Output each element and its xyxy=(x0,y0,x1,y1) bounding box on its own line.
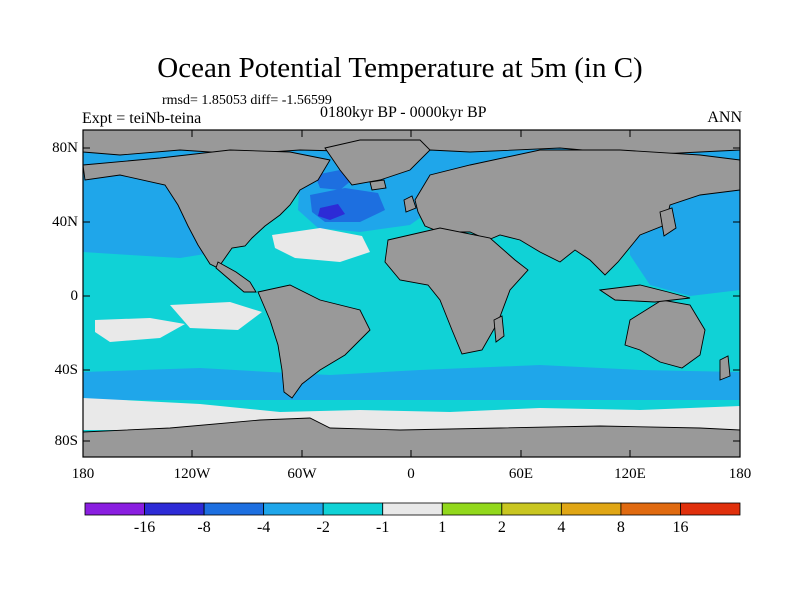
colorbar-label: -16 xyxy=(133,519,156,536)
madagascar xyxy=(493,315,505,343)
colorbar-label: 4 xyxy=(557,519,566,536)
colorbar-swatch xyxy=(680,502,741,516)
british-isles xyxy=(403,195,417,213)
labrador-sea-cooling xyxy=(315,170,352,190)
colorbar xyxy=(84,502,741,516)
colorbar-swatch xyxy=(441,502,503,516)
land-masses xyxy=(83,130,740,457)
colorbar-swatch xyxy=(144,502,205,516)
y-tick-label-0: 0 xyxy=(70,288,79,304)
colorbar-swatch xyxy=(560,502,622,516)
rmsd-diff-stats: rmsd= 1.85053 diff= -1.56599 xyxy=(162,93,332,108)
south-pacific-near-zero-east xyxy=(170,302,262,330)
colorbar-label: 16 xyxy=(672,519,689,536)
colorbar-label: 2 xyxy=(497,519,506,536)
y-tick-marks xyxy=(83,147,740,442)
period-label: 0180kyr BP - 0000kyr BP xyxy=(320,104,487,121)
australia xyxy=(624,299,706,369)
x-tick-label-120w: 120W xyxy=(173,466,211,482)
southern-ocean-cooling xyxy=(83,365,740,400)
africa xyxy=(384,227,529,355)
season-label: ANN xyxy=(707,109,742,126)
eurasia xyxy=(414,149,740,276)
colorbar-label: -4 xyxy=(256,519,271,536)
x-tick-label-0: 0 xyxy=(407,466,415,482)
new-zealand xyxy=(719,355,731,381)
atlantic-subtropical-near-zero xyxy=(272,228,370,262)
colorbar-label: 8 xyxy=(616,519,625,536)
colorbar-label: -2 xyxy=(316,519,330,536)
north-atlantic-core-cooling xyxy=(318,204,345,220)
colorbar-label: -1 xyxy=(376,519,390,536)
y-tick-label-80n: 80N xyxy=(52,140,78,156)
x-tick-marks xyxy=(82,130,741,457)
colorbar-swatch xyxy=(620,502,681,516)
x-tick-label-120e: 120E xyxy=(614,466,646,482)
north-america xyxy=(83,149,331,269)
y-tick-label-40s: 40S xyxy=(54,362,78,378)
japan xyxy=(659,207,677,237)
y-tick-label-80s: 80S xyxy=(54,433,78,449)
colorbar-swatch xyxy=(322,502,384,516)
y-tick-label-40n: 40N xyxy=(52,214,78,230)
experiment-label: Expt = teiNb-teina xyxy=(82,110,202,127)
central-america xyxy=(215,261,257,293)
colorbar-swatch xyxy=(501,502,562,516)
x-tick-label-60e: 60E xyxy=(508,466,534,482)
x-tick-label-60w: 60W xyxy=(287,466,317,482)
colorbar-swatch xyxy=(203,502,265,516)
greenland xyxy=(324,139,431,186)
iceland xyxy=(369,179,387,191)
south-america xyxy=(257,284,371,399)
colorbar-swatch xyxy=(263,502,324,516)
x-tick-label-180e: 180 xyxy=(728,466,752,482)
map-title: Ocean Potential Temperature at 5m (in C) xyxy=(157,52,643,84)
colorbar-swatch xyxy=(84,502,145,516)
indonesia xyxy=(598,284,691,303)
x-tick-label-180w: 180 xyxy=(71,466,95,482)
antarctica xyxy=(83,417,740,457)
colorbar-swatch xyxy=(382,502,443,516)
colorbar-label: 1 xyxy=(438,519,447,536)
colorbar-label: -8 xyxy=(197,519,211,536)
south-pacific-near-zero-west xyxy=(95,318,185,342)
